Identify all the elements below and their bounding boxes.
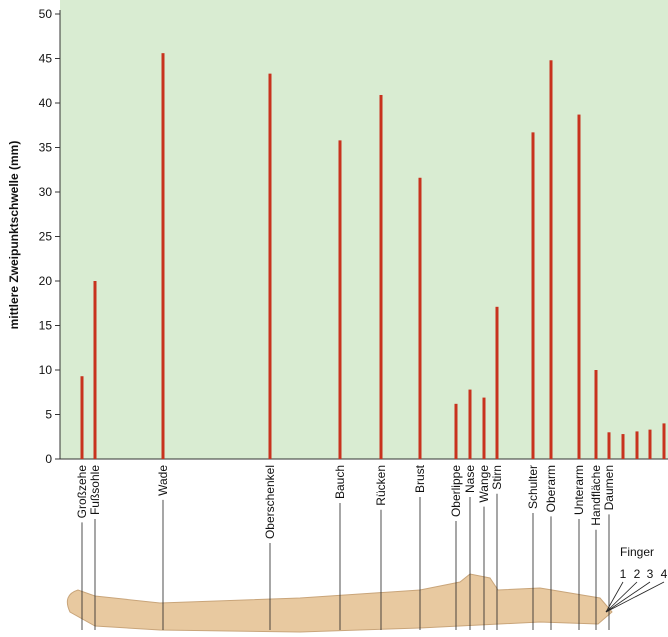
bar	[608, 432, 611, 459]
x-tick-label: 1	[620, 567, 627, 581]
x-tick-label: Wange	[477, 465, 491, 503]
bar	[622, 434, 625, 459]
bar	[532, 132, 535, 459]
x-tick-label: 3	[647, 567, 654, 581]
bar	[269, 74, 272, 459]
bar	[663, 423, 666, 459]
y-tick-label: 45	[39, 52, 53, 66]
x-tick-label: Stirn	[490, 465, 504, 490]
bar	[483, 398, 486, 459]
bar	[649, 430, 652, 459]
x-tick-label: Unterarm	[572, 465, 586, 515]
leader-line	[606, 582, 637, 612]
x-tick-label: Fußsohle	[88, 465, 102, 515]
x-tick-label: Daumen	[602, 465, 616, 510]
bar	[380, 95, 383, 459]
leader-line	[606, 582, 650, 612]
x-tick-label: Oberarm	[544, 465, 558, 512]
x-tick-label: Großzehe	[75, 465, 89, 519]
x-tick-label: Oberschenkel	[263, 465, 277, 539]
chart: mittlere Zweipunktschwelle (mm) Finger 0…	[0, 0, 668, 637]
bar	[595, 370, 598, 459]
bar	[550, 60, 553, 459]
x-tick-label: Brust	[413, 464, 427, 493]
bar	[455, 404, 458, 459]
plot-background	[60, 0, 668, 459]
bar	[94, 281, 97, 459]
y-tick-label: 25	[39, 230, 53, 244]
y-tick-label: 5	[45, 408, 52, 422]
x-tick-label: 2	[634, 567, 641, 581]
y-tick-label: 40	[39, 96, 53, 110]
x-tick-label: Oberlippe	[449, 465, 463, 517]
x-tick-label: Nase	[463, 465, 477, 493]
bar	[636, 431, 639, 459]
y-tick-label: 15	[39, 319, 53, 333]
bar	[339, 140, 342, 459]
y-axis-label: mittlere Zweipunktschwelle (mm)	[7, 141, 21, 330]
bar	[469, 390, 472, 459]
bar	[578, 115, 581, 459]
x-tick-label: Bauch	[333, 465, 347, 499]
bar	[419, 178, 422, 459]
bar	[81, 376, 84, 459]
y-tick-label: 0	[45, 452, 52, 466]
x-tick-label: Schulter	[526, 465, 540, 509]
bar	[162, 53, 165, 459]
y-tick-label: 10	[39, 363, 53, 377]
x-tick-label: Wade	[156, 465, 170, 496]
x-tick-label: Rücken	[374, 465, 388, 506]
x-tick-label: Handfläche	[589, 465, 603, 526]
x-tick-label: 4	[661, 567, 668, 581]
y-tick-label: 30	[39, 185, 53, 199]
y-tick-label: 20	[39, 274, 53, 288]
bar	[496, 307, 499, 459]
y-tick-label: 35	[39, 141, 53, 155]
group-label: Finger	[620, 545, 654, 559]
y-tick-label: 50	[39, 7, 53, 21]
